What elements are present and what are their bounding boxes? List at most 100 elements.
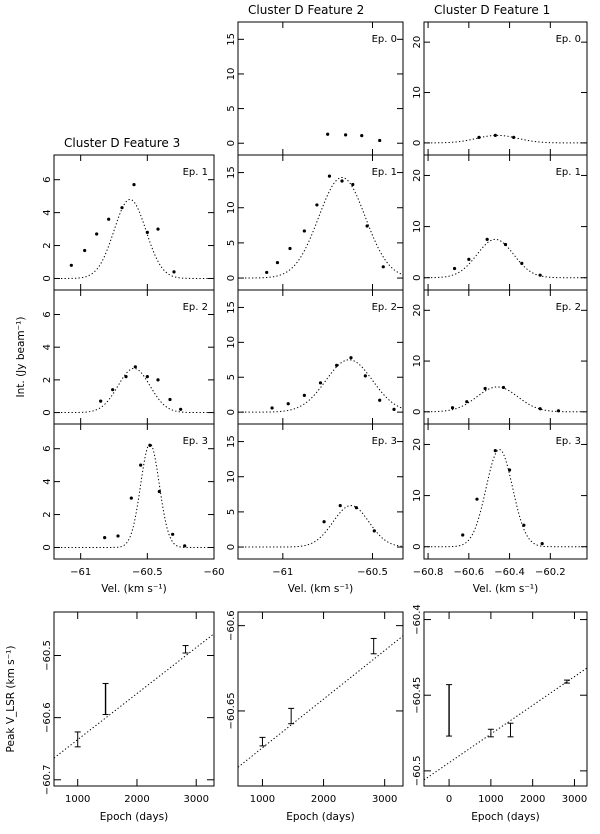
data-point — [107, 217, 111, 221]
data-point — [540, 542, 544, 546]
x-tick-label: 2000 — [520, 794, 545, 805]
gaussian-fit-curve — [424, 449, 587, 548]
data-point — [145, 230, 149, 234]
y-tick-label: 10 — [412, 86, 423, 99]
y-tick-label: 4 — [42, 478, 53, 484]
drift-panel-frame — [423, 611, 588, 787]
y-tick-label: −60.4 — [412, 604, 423, 635]
data-point — [485, 237, 489, 241]
data-point — [111, 388, 115, 392]
y-tick-label: 2 — [42, 377, 53, 383]
epoch-label: Ep. 0 — [556, 34, 581, 45]
epoch-label: Ep. 2 — [183, 302, 208, 313]
data-point — [120, 206, 124, 210]
data-point — [503, 242, 508, 247]
y-tick-label: 0 — [412, 409, 423, 415]
y-axis-label: Int. (Jy beam⁻¹) — [15, 317, 27, 398]
epoch-label: Ep. 2 — [556, 302, 581, 313]
y-tick-label: 4 — [42, 209, 53, 215]
y-tick-label: 10 — [226, 201, 237, 214]
data-point — [522, 523, 526, 527]
y-tick-label: 0 — [412, 544, 423, 550]
y-tick-label: −60.5 — [42, 640, 53, 671]
data-point — [318, 381, 323, 385]
feature-title: Cluster D Feature 3 — [64, 136, 180, 150]
y-tick-label: 6 — [42, 446, 53, 452]
data-point — [124, 375, 128, 379]
gaussian-fit-curve — [54, 198, 214, 279]
y-tick-label: 15 — [226, 166, 237, 179]
x-tick-label: 0 — [446, 794, 452, 805]
y-tick-label: 6 — [42, 177, 53, 183]
x-axis-label: Vel. (km s⁻¹) — [473, 583, 538, 595]
y-tick-label: 20 — [412, 304, 423, 317]
epoch-label: Ep. 0 — [372, 34, 397, 45]
data-point — [172, 270, 176, 274]
x-tick-label: −61 — [272, 567, 293, 578]
x-tick-label: 1000 — [65, 794, 90, 805]
data-point — [171, 532, 175, 536]
drift-panel-frame — [53, 611, 215, 787]
data-point — [483, 386, 487, 391]
y-tick-label: 5 — [226, 240, 237, 246]
data-point — [83, 248, 87, 253]
data-point — [520, 261, 524, 266]
data-point — [139, 463, 143, 467]
epoch-label: Ep. 3 — [183, 436, 208, 447]
data-point — [475, 497, 479, 501]
data-point — [168, 397, 172, 402]
x-tick-label: 1000 — [478, 794, 503, 805]
y-tick-label: 10 — [226, 68, 237, 81]
y-tick-label: 2 — [42, 511, 53, 517]
x-tick-label: 3000 — [183, 794, 208, 805]
y-tick-label: 5 — [226, 374, 237, 380]
epoch-label: Ep. 1 — [183, 167, 208, 178]
drift-fit-line — [423, 667, 588, 781]
data-point — [156, 227, 160, 231]
data-point — [538, 273, 542, 277]
data-point — [363, 374, 367, 378]
y-tick-label: −60.45 — [412, 677, 423, 714]
drift-y-axis-label: Peak V_LSR (km s⁻¹) — [5, 646, 17, 753]
data-point — [493, 448, 497, 453]
y-tick-label: 0 — [412, 140, 423, 146]
data-point — [132, 183, 136, 187]
y-tick-label: 10 — [412, 355, 423, 368]
y-tick-label: 15 — [226, 33, 237, 46]
x-tick-label: 3000 — [372, 794, 397, 805]
feature-title: Cluster D Feature 1 — [434, 3, 550, 17]
data-point — [315, 203, 319, 207]
gaussian-fit-curve — [424, 134, 587, 144]
gaussian-fit-curve — [238, 176, 404, 279]
data-point — [322, 520, 326, 524]
epoch-label: Ep. 1 — [556, 167, 581, 178]
y-tick-label: 0 — [226, 544, 237, 550]
data-point — [450, 406, 455, 410]
y-tick-label: 0 — [42, 275, 53, 281]
data-point — [365, 224, 369, 228]
data-point — [338, 503, 342, 508]
y-tick-label: −60.6 — [42, 702, 53, 733]
data-point — [335, 363, 339, 367]
data-point — [265, 270, 269, 275]
data-point — [95, 232, 99, 236]
x-axis-label: Epoch (days) — [100, 811, 168, 823]
y-tick-label: 10 — [412, 220, 423, 233]
data-point — [467, 257, 471, 261]
data-point — [179, 407, 183, 411]
data-point — [354, 506, 358, 510]
x-tick-label: 1000 — [250, 794, 275, 805]
spectrum-panel-frame — [53, 423, 215, 560]
y-tick-label: 0 — [226, 409, 237, 415]
y-tick-label: 10 — [226, 336, 237, 349]
data-point — [556, 409, 561, 413]
data-point — [465, 400, 469, 404]
x-tick-label: 3000 — [562, 794, 587, 805]
x-axis-label: Vel. (km s⁻¹) — [101, 583, 166, 595]
data-point — [452, 266, 457, 271]
y-tick-label: 20 — [412, 438, 423, 451]
data-point — [69, 263, 73, 267]
x-tick-label: −60.5 — [357, 567, 388, 578]
data-point — [275, 260, 280, 265]
x-tick-label: −60.4 — [494, 567, 525, 578]
